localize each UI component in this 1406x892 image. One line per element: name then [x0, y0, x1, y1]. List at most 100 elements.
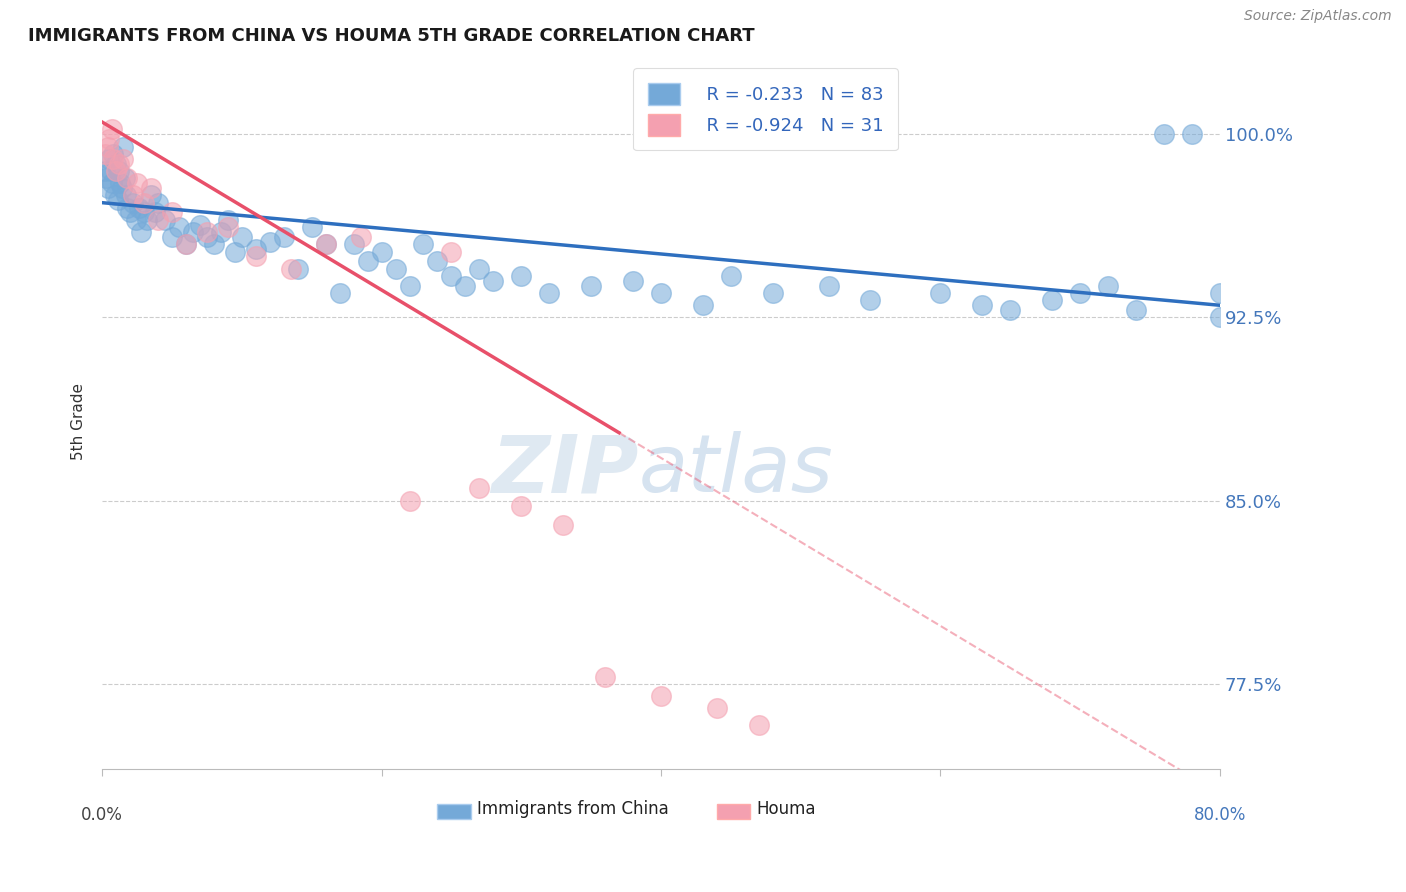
Point [122, 195, 145, 210]
Point [117, 171, 139, 186]
Point [117, 201, 139, 215]
Point [181, 225, 204, 239]
Point [174, 237, 197, 252]
Point [706, 701, 728, 715]
Point [998, 303, 1021, 318]
Point [929, 286, 952, 301]
Point [553, 518, 575, 533]
Text: IMMIGRANTS FROM CHINA VS HOUMA 5TH GRADE CORRELATION CHART: IMMIGRANTS FROM CHINA VS HOUMA 5TH GRADE… [28, 27, 755, 45]
Point [217, 212, 239, 227]
Point [122, 188, 145, 202]
Point [1181, 128, 1204, 142]
Point [131, 225, 153, 239]
Point [1391, 298, 1406, 312]
Point [1348, 293, 1371, 308]
Point [115, 188, 138, 202]
Point [101, 122, 124, 136]
Point [174, 237, 197, 252]
Point [224, 244, 246, 259]
Point [101, 176, 124, 190]
Point [146, 212, 169, 227]
Point [259, 235, 281, 249]
Legend:   R = -0.233   N = 83,   R = -0.924   N = 31: R = -0.233 N = 83, R = -0.924 N = 31 [633, 69, 898, 151]
Text: atlas: atlas [638, 431, 834, 509]
Text: ZIP: ZIP [491, 431, 638, 509]
Point [231, 230, 253, 244]
Point [859, 293, 882, 308]
Point [650, 286, 672, 301]
Point [1040, 293, 1063, 308]
Point [128, 201, 150, 215]
Point [398, 278, 420, 293]
Point [143, 205, 166, 219]
Point [112, 152, 135, 166]
Point [104, 188, 127, 202]
Point [188, 218, 211, 232]
Point [817, 278, 839, 293]
Point [98, 132, 121, 146]
Point [720, 268, 742, 283]
Text: Immigrants from China: Immigrants from China [477, 800, 668, 818]
Point [97, 139, 120, 153]
Point [120, 205, 142, 219]
Point [510, 268, 533, 283]
Point [114, 171, 136, 186]
Point [426, 254, 449, 268]
FancyBboxPatch shape [717, 804, 751, 820]
Point [105, 164, 128, 178]
Point [107, 193, 129, 207]
Point [343, 237, 366, 252]
Point [1125, 303, 1147, 318]
Point [146, 195, 169, 210]
Point [579, 278, 602, 293]
Point [160, 230, 183, 244]
Point [621, 274, 644, 288]
Point [125, 212, 148, 227]
Point [94, 164, 117, 178]
Point [94, 146, 117, 161]
Point [96, 171, 118, 186]
Point [127, 176, 149, 190]
Point [273, 230, 295, 244]
Point [315, 237, 337, 252]
Point [153, 212, 176, 227]
Point [482, 274, 505, 288]
Point [209, 225, 232, 239]
Point [1097, 278, 1119, 293]
Point [202, 237, 225, 252]
Point [510, 499, 533, 513]
Point [440, 244, 463, 259]
Point [593, 669, 616, 683]
Point [1153, 128, 1175, 142]
Point [195, 225, 218, 239]
Point [315, 237, 337, 252]
Point [287, 261, 309, 276]
Text: Source: ZipAtlas.com: Source: ZipAtlas.com [1244, 9, 1392, 23]
Point [398, 493, 420, 508]
Point [454, 278, 477, 293]
Point [1236, 293, 1258, 308]
Point [139, 181, 162, 195]
Point [762, 286, 785, 301]
Point [329, 286, 352, 301]
Point [103, 146, 125, 161]
Point [1209, 286, 1232, 301]
Point [98, 152, 121, 166]
Point [370, 244, 392, 259]
Point [748, 718, 770, 732]
Point [650, 689, 672, 703]
Point [112, 139, 135, 153]
Point [105, 156, 128, 170]
Point [100, 164, 122, 178]
Point [280, 261, 302, 276]
Point [108, 156, 131, 170]
Point [972, 298, 994, 312]
Point [103, 152, 125, 166]
Point [160, 205, 183, 219]
Point [111, 181, 134, 195]
Text: 80.0%: 80.0% [1194, 806, 1246, 824]
Y-axis label: 5th Grade: 5th Grade [72, 383, 86, 459]
Point [468, 261, 491, 276]
Point [538, 286, 561, 301]
Point [1069, 286, 1091, 301]
